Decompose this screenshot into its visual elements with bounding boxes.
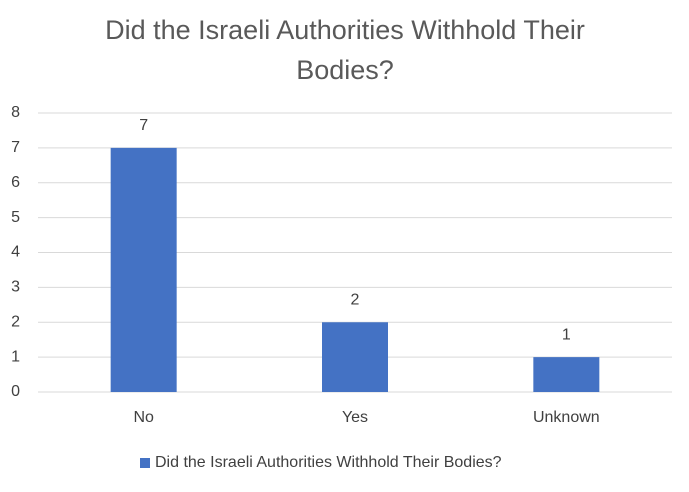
bar: [533, 357, 600, 392]
legend-label: Did the Israeli Authorities Withhold The…: [155, 454, 502, 471]
y-tick-label: 7: [11, 139, 20, 156]
y-tick-label: 2: [11, 313, 20, 330]
y-tick-label: 6: [11, 174, 20, 191]
y-tick-label: 0: [11, 383, 20, 400]
legend-swatch: [140, 458, 150, 468]
x-tick-label: No: [133, 409, 154, 426]
bar: [110, 147, 177, 392]
y-tick-label: 5: [11, 209, 20, 226]
data-label: 1: [562, 326, 571, 343]
bar: [322, 322, 388, 392]
x-tick-label: Unknown: [533, 409, 600, 426]
y-tick-label: 3: [11, 279, 20, 296]
data-label: 2: [351, 291, 360, 308]
chart-title: Did the Israeli Authorities Withhold The…: [105, 15, 585, 85]
y-tick-label: 1: [11, 348, 20, 365]
data-label: 7: [139, 117, 148, 134]
y-tick-label: 8: [11, 104, 20, 121]
y-tick-label: 4: [11, 244, 20, 261]
x-tick-label: Yes: [342, 409, 368, 426]
